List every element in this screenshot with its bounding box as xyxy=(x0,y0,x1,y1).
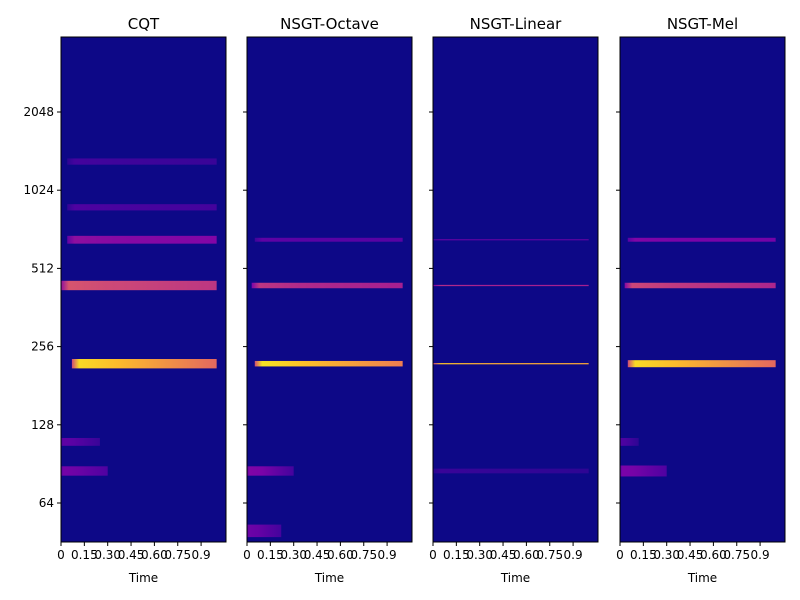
x-axis-label: Time xyxy=(128,571,158,585)
heatmap-band xyxy=(251,282,403,289)
panel-nsgt-linear: NSGT-Linear 0 0.150.300.450.600.75 0.9 Time xyxy=(429,15,599,585)
heatmap-background xyxy=(433,37,598,542)
y-tick-label: 128 xyxy=(31,418,54,432)
x-tick-label: 0.60 xyxy=(141,548,168,562)
x-axis-label: Time xyxy=(687,571,717,585)
x-tick-label: 0.30 xyxy=(466,548,493,562)
x-tick-label: 0.30 xyxy=(94,548,121,562)
x-tick-label: 0 xyxy=(429,548,437,562)
heatmap-band xyxy=(247,524,282,538)
heatmap-band xyxy=(627,237,776,242)
heatmap-band xyxy=(620,437,639,446)
x-tick-label: 0.75 xyxy=(350,548,377,562)
x-tick-label: 0.75 xyxy=(164,548,191,562)
x-tick-label: 0.45 xyxy=(304,548,331,562)
x-tick-label: 0 xyxy=(57,548,65,562)
heatmap-band xyxy=(624,282,776,289)
x-tick-label: 0.45 xyxy=(677,548,704,562)
x-tick-label: 0.45 xyxy=(118,548,145,562)
heatmap-band xyxy=(67,204,217,211)
heatmap-band xyxy=(433,284,589,287)
x-axis-label: Time xyxy=(314,571,344,585)
y-tick-label: 64 xyxy=(39,496,54,510)
x-tick-label: 0.30 xyxy=(280,548,307,562)
x-tick-label: 0.60 xyxy=(327,548,354,562)
heatmap-band xyxy=(254,237,403,242)
x-tick-label: 0.60 xyxy=(513,548,540,562)
panel-title: CQT xyxy=(128,15,160,33)
panel-title: NSGT-Mel xyxy=(667,15,738,33)
heatmap-band xyxy=(620,465,667,477)
axes-frame xyxy=(432,36,599,543)
y-tick-label: 256 xyxy=(31,340,54,354)
panel-title: NSGT-Linear xyxy=(470,15,562,33)
x-tick-label: 0.75 xyxy=(723,548,750,562)
x-tick-label: 0.15 xyxy=(630,548,657,562)
x-tick-label: 0.9 xyxy=(564,548,583,562)
heatmap-background xyxy=(620,37,785,542)
y-tick-label: 2048 xyxy=(23,105,54,119)
x-tick-label: 0.15 xyxy=(71,548,98,562)
x-axis-label: Time xyxy=(500,571,530,585)
x-tick-label: 0.9 xyxy=(378,548,397,562)
y-tick-label: 512 xyxy=(31,261,54,275)
y-tick-label: 1024 xyxy=(23,183,54,197)
axes-frame xyxy=(619,36,786,543)
x-tick-label: 0 xyxy=(243,548,251,562)
x-tick-label: 0.75 xyxy=(536,548,563,562)
heatmap-band xyxy=(61,466,108,476)
heatmap-band xyxy=(67,235,217,244)
heatmap-band xyxy=(61,280,217,291)
heatmap-band xyxy=(433,468,589,474)
x-tick-label: 0.60 xyxy=(700,548,727,562)
panel-nsgt-octave: NSGT-Octave 0 0.150.300.450.600.75 0.9 Time xyxy=(243,15,413,585)
x-tick-label: 0 xyxy=(616,548,624,562)
x-tick-label: 0.9 xyxy=(751,548,770,562)
heatmap-band xyxy=(247,466,294,476)
x-tick-label: 0.30 xyxy=(653,548,680,562)
heatmap-band xyxy=(61,437,100,446)
axes-frame xyxy=(60,36,227,543)
x-tick-label: 0.45 xyxy=(490,548,517,562)
panel-title: NSGT-Octave xyxy=(280,15,379,33)
heatmap-band xyxy=(433,239,589,241)
heatmap-band xyxy=(71,359,217,369)
heatmap-band xyxy=(433,363,589,365)
panel-nsgt-mel: NSGT-Mel 0 0.150.300.450.600.75 0.9 Time xyxy=(616,15,786,585)
heatmap-band xyxy=(254,360,403,367)
heatmap-background xyxy=(247,37,412,542)
x-tick-label: 0.9 xyxy=(192,548,211,562)
axes-frame xyxy=(246,36,413,543)
x-tick-label: 0.15 xyxy=(443,548,470,562)
heatmap-band xyxy=(627,360,776,368)
heatmap-band xyxy=(67,158,217,165)
x-tick-label: 0.15 xyxy=(257,548,284,562)
